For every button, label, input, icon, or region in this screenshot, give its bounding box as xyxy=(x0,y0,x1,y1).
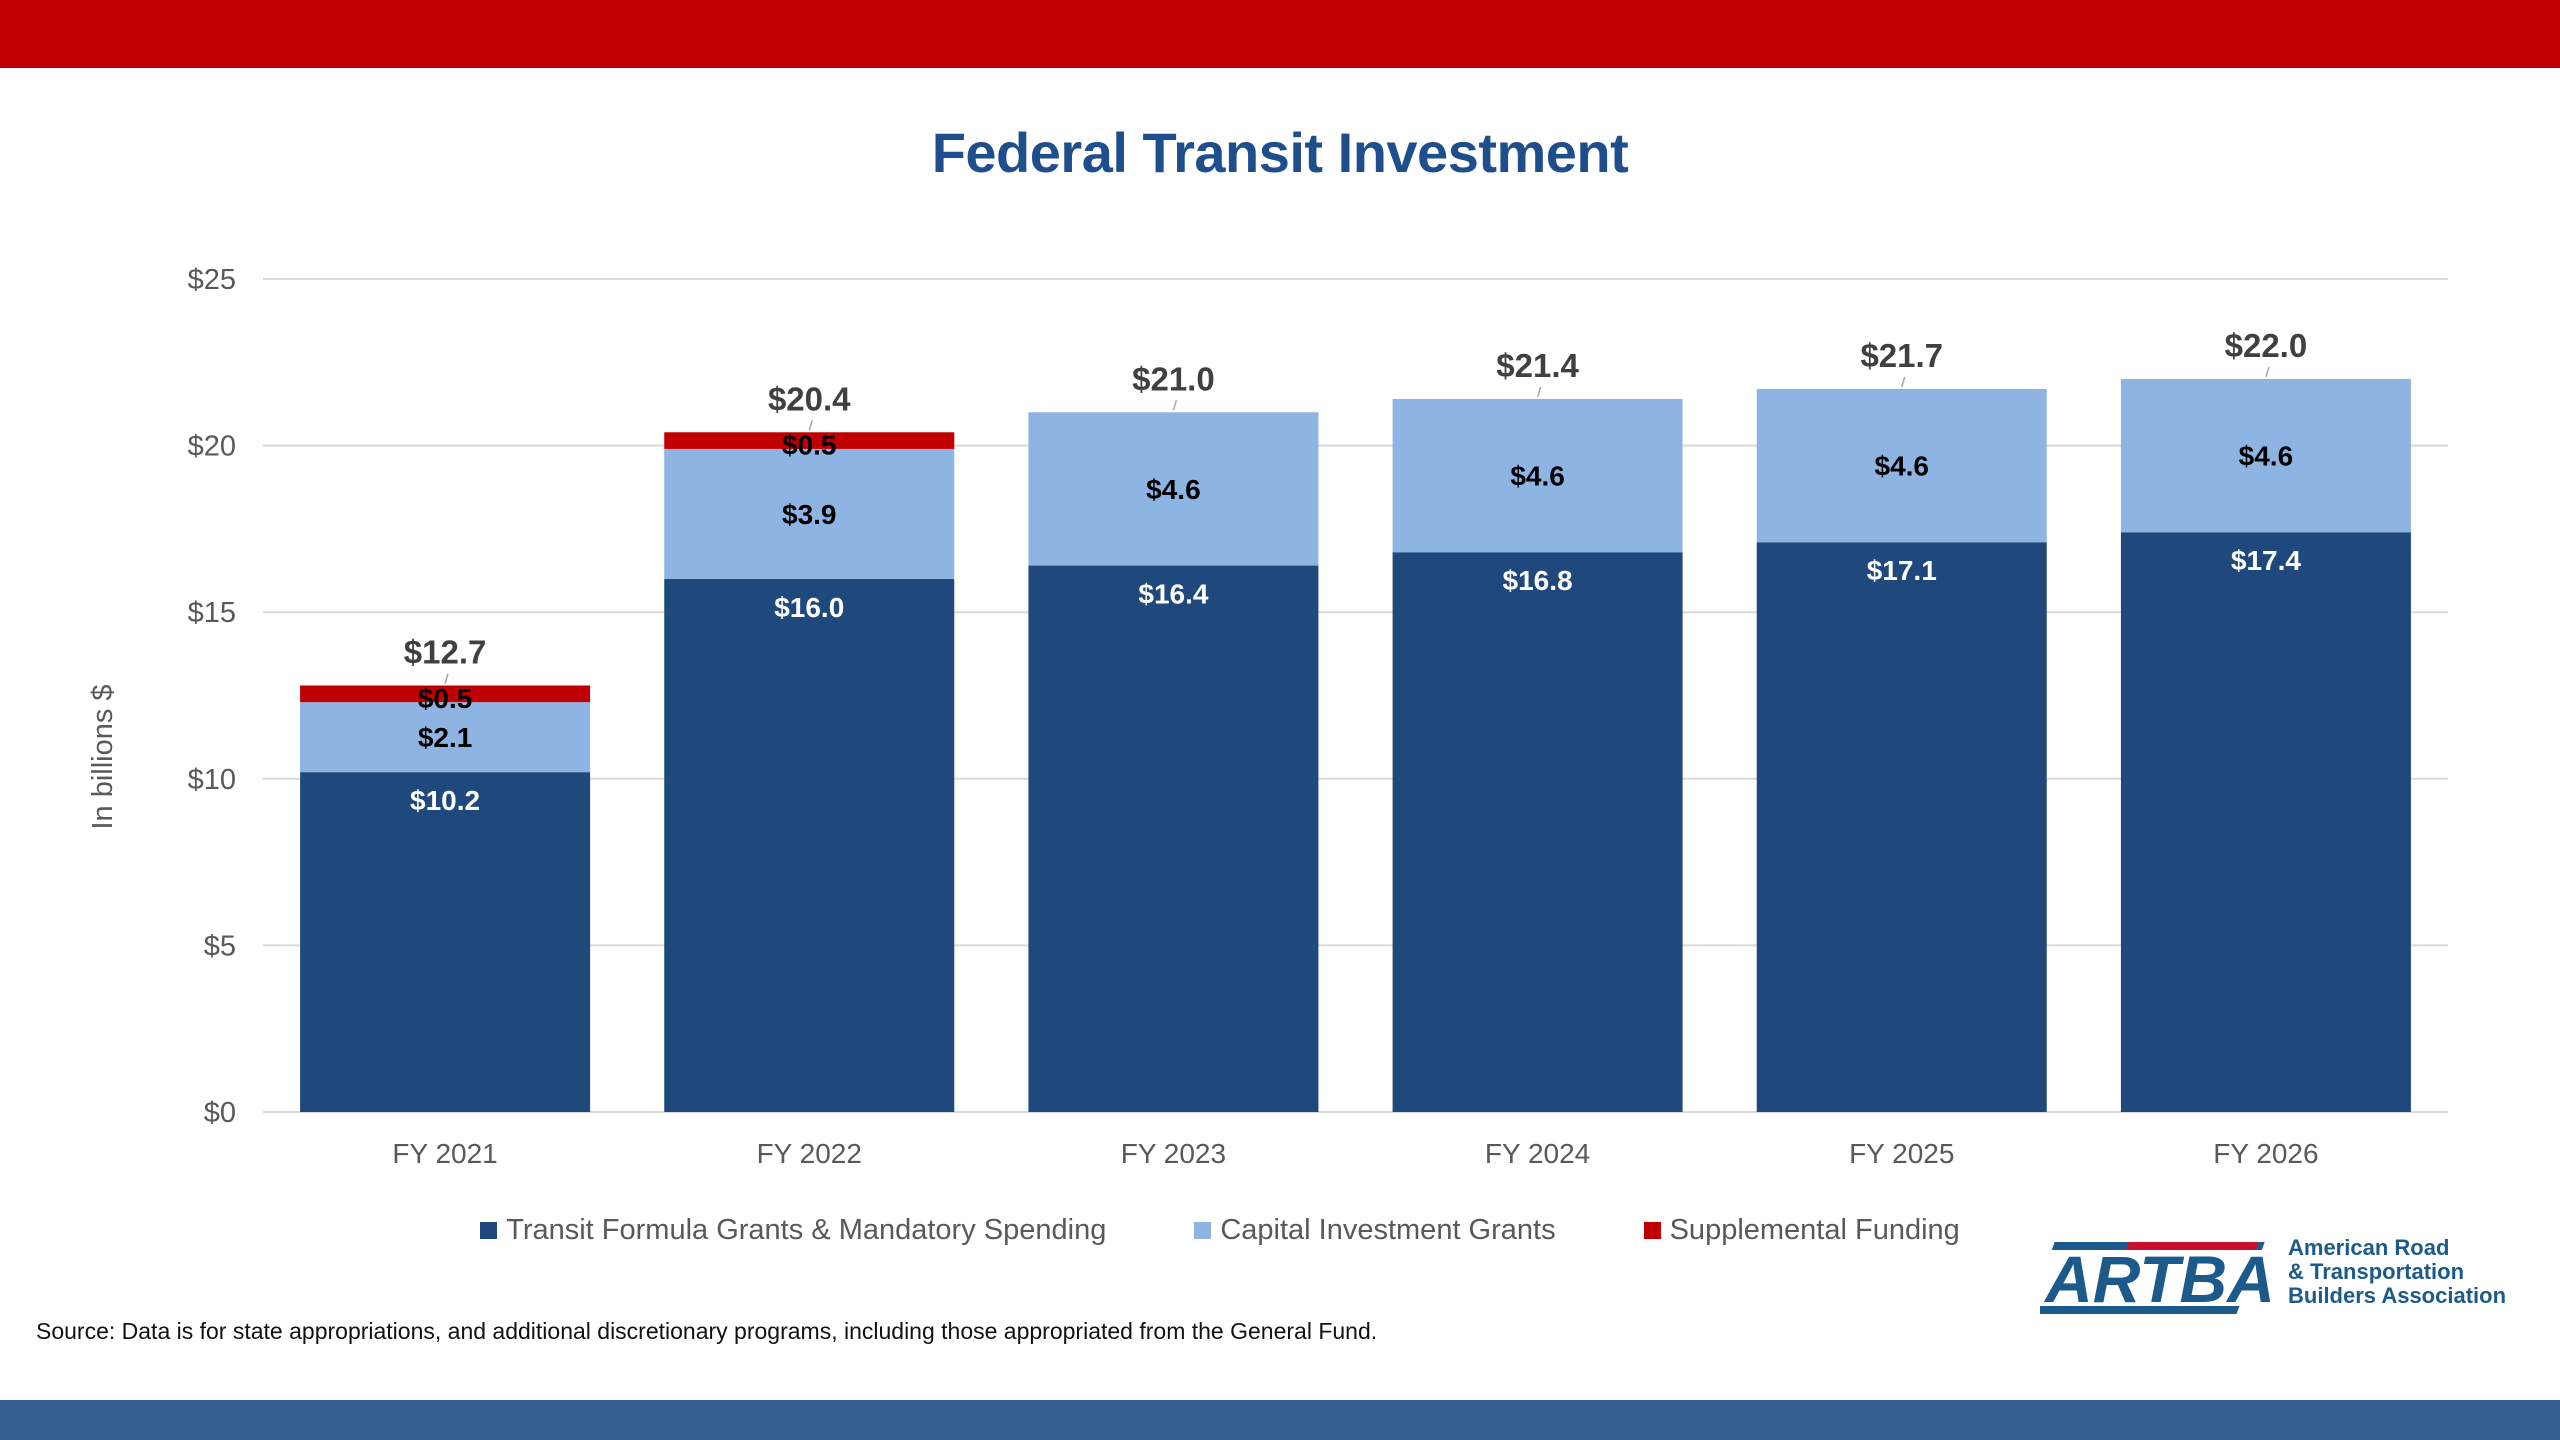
bar-segment xyxy=(1392,398,1683,553)
bar-segment xyxy=(300,685,591,703)
y-tick-label: $25 xyxy=(188,264,236,296)
leader-line xyxy=(1172,400,1178,411)
bottom-accent-bar xyxy=(0,1400,2560,1440)
y-tick-label: $5 xyxy=(204,930,236,962)
segment-label: $4.6 xyxy=(2239,441,2294,472)
legend-item-supplemental: Supplemental Funding xyxy=(1643,1214,1960,1247)
leader-line xyxy=(444,673,449,684)
segment-label: $4.6 xyxy=(1510,461,1565,492)
x-tick-label: FY 2023 xyxy=(1121,1138,1226,1169)
source-note: Source: Data is for state appropriations… xyxy=(36,1318,1378,1344)
total-label: $12.7 xyxy=(404,634,487,671)
segment-label: $4.6 xyxy=(1875,451,1930,482)
artba-logo-mark: ARTBA xyxy=(2040,1242,2275,1316)
bar-segment xyxy=(1028,565,1319,1112)
bar-segment xyxy=(664,448,955,579)
legend-swatch-capital xyxy=(1194,1222,1212,1239)
bar-segment xyxy=(664,578,955,1112)
bar-group: $16.8 $4.6 $21.4 xyxy=(1392,347,1683,1112)
logo-line: & Transportation xyxy=(2288,1259,2465,1284)
x-axis-ticks: FY 2021 FY 2022 FY 2023 FY 2024 FY 2025 FY 20… xyxy=(392,1138,2318,1169)
segment-label: $0.5 xyxy=(418,683,473,714)
segment-label: $10.2 xyxy=(410,785,480,816)
segment-label: $4.6 xyxy=(1146,474,1201,505)
total-label: $21.4 xyxy=(1496,347,1579,384)
segment-label: $16.8 xyxy=(1503,565,1573,596)
segment-label: $2.1 xyxy=(418,722,473,753)
y-tick-label: $20 xyxy=(188,431,236,463)
segment-label: $16.0 xyxy=(774,592,844,623)
chart-title: Federal Transit Investment xyxy=(931,121,1629,184)
bar-segment xyxy=(1392,552,1683,1112)
bar-segment xyxy=(2120,532,2411,1112)
artba-logo-text: American Road & Transportation Builders … xyxy=(2288,1236,2506,1308)
legend-item-capital: Capital Investment Grants xyxy=(1194,1214,1556,1247)
legend-swatch-supplemental xyxy=(1643,1222,1661,1239)
top-accent-bar xyxy=(0,0,2560,68)
total-label: $21.0 xyxy=(1132,360,1215,397)
bar-group: $16.4 $4.6 $21.0 xyxy=(1028,360,1319,1112)
total-label: $20.4 xyxy=(768,380,851,417)
legend: Transit Formula Grants & Mandatory Spend… xyxy=(0,1214,2560,1247)
bar-group: $10.2 $2.1 $0.5 $12.7 xyxy=(300,634,591,1112)
artba-logo: ARTBA xyxy=(2040,1242,2275,1316)
bar-group: $17.1 $4.6 $21.7 xyxy=(1756,337,2047,1112)
bar-group: $16.0 $3.9 $0.5 $20.4 xyxy=(664,380,955,1112)
legend-label: Supplemental Funding xyxy=(1669,1214,1960,1246)
bar-segment xyxy=(664,432,955,449)
logo-line: American Road xyxy=(2288,1235,2450,1260)
bar-segment xyxy=(1028,412,1319,566)
x-tick-label: FY 2021 xyxy=(392,1138,497,1169)
leader-line xyxy=(1536,386,1542,398)
bar-segment xyxy=(1756,542,2047,1112)
segment-label: $17.1 xyxy=(1867,555,1937,586)
segment-label: $3.9 xyxy=(782,499,837,530)
y-axis-ticks: $0 $5 $10 $15 $20 $25 xyxy=(188,264,236,1129)
bar-segment xyxy=(2120,378,2411,533)
gridlines xyxy=(263,278,2448,1113)
artba-wordmark: ARTBA xyxy=(2043,1242,2275,1316)
segment-label: $16.4 xyxy=(1138,579,1208,610)
bar-segment xyxy=(300,702,591,773)
leader-line xyxy=(1901,376,1906,388)
x-tick-label: FY 2026 xyxy=(2213,1138,2318,1169)
x-tick-label: FY 2024 xyxy=(1485,1138,1590,1169)
y-axis-label: In billions $ xyxy=(87,684,119,829)
legend-label: Capital Investment Grants xyxy=(1220,1214,1556,1246)
leader-line xyxy=(2265,366,2270,378)
x-tick-label: FY 2022 xyxy=(757,1138,862,1169)
bars: $10.2$2.1$0.5$12.7$16.0$3.9$0.5$20.4$16.… xyxy=(300,327,2411,1112)
legend-label: Transit Formula Grants & Mandatory Spend… xyxy=(506,1214,1107,1246)
logo-line: Builders Association xyxy=(2288,1283,2507,1308)
legend-swatch-formula xyxy=(480,1222,498,1239)
y-tick-label: $0 xyxy=(204,1097,236,1129)
bar-segment xyxy=(300,772,591,1112)
legend-item-formula: Transit Formula Grants & Mandatory Spend… xyxy=(480,1214,1106,1247)
segment-label: $17.4 xyxy=(2231,545,2301,576)
segment-label: $0.5 xyxy=(782,430,837,461)
leader-line xyxy=(808,420,813,431)
y-tick-label: $10 xyxy=(188,764,236,796)
total-label: $22.0 xyxy=(2225,327,2308,364)
total-label: $21.7 xyxy=(1860,337,1943,374)
x-tick-label: FY 2025 xyxy=(1849,1138,1954,1169)
bar-segment xyxy=(1756,388,2047,543)
bar-group: $17.4 $4.6 $22.0 xyxy=(2120,327,2411,1112)
y-tick-label: $15 xyxy=(188,597,236,629)
